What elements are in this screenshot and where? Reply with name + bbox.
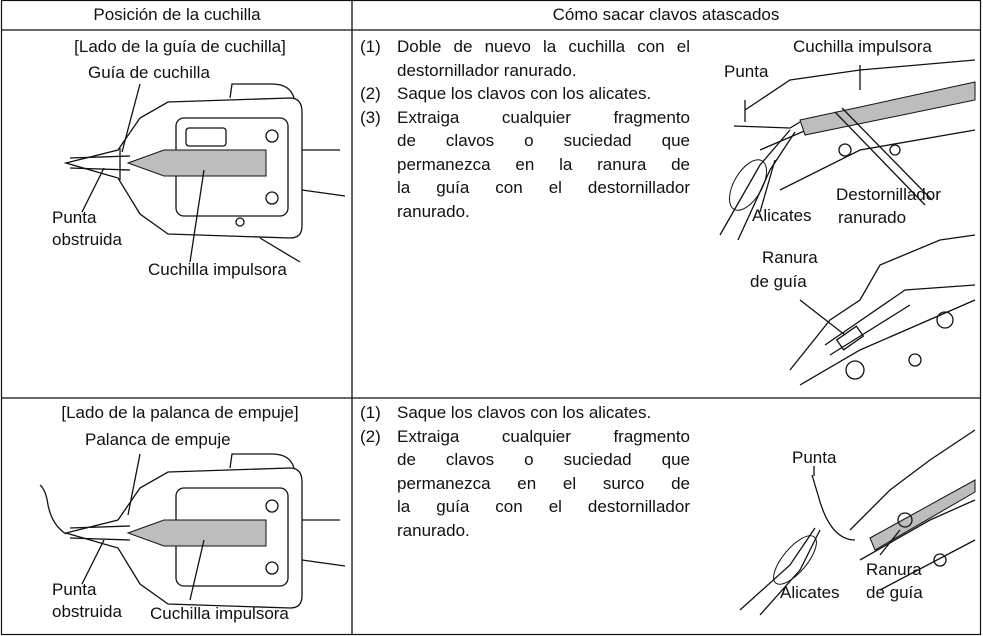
label: Cuchilla impulsora xyxy=(150,604,289,623)
step-text: la guía con el destornillador xyxy=(397,497,690,516)
label: Punta xyxy=(52,208,97,227)
step-text: de clavos o suciedad que xyxy=(397,450,690,469)
label: obstruida xyxy=(52,602,122,621)
step-text: de clavos o suciedad que xyxy=(397,131,690,150)
guide-groove-illustration xyxy=(789,234,976,386)
step-number: (2) xyxy=(360,84,381,103)
step-text: permanezca en la ranura de xyxy=(397,154,690,174)
label: Palanca de empuje xyxy=(85,430,231,449)
nose-illustration xyxy=(63,83,346,263)
label: Guía de cuchilla xyxy=(88,63,210,82)
step-text: Saque los clavos con los alicates. xyxy=(397,403,652,422)
step-text: la guía con el destornillador xyxy=(397,178,690,197)
label: obstruida xyxy=(52,230,122,249)
step-number: (3) xyxy=(360,107,381,127)
step-text: destornillador ranurado. xyxy=(397,60,577,80)
step-text: Doble de nuevo la cuchilla con el xyxy=(397,37,690,56)
label: de guía xyxy=(866,583,923,602)
step-text: permanezca en el surco de xyxy=(397,473,690,493)
step-text: Extraiga cualquier fragmento xyxy=(397,107,690,127)
label: Alicates xyxy=(752,206,812,225)
pliers-illustration-2 xyxy=(739,429,976,616)
label: de guía xyxy=(750,272,807,291)
label: Punta xyxy=(52,580,97,599)
label: Cuchilla impulsora xyxy=(793,37,932,56)
column-header: Cómo sacar clavos atascados xyxy=(552,5,780,24)
label: ranurado xyxy=(838,208,907,227)
pliers-screwdriver-illustration xyxy=(719,59,976,241)
label: Ranura xyxy=(866,560,922,579)
label: Cuchilla impulsora xyxy=(148,260,287,279)
label: Ranura xyxy=(762,248,818,267)
label: Punta xyxy=(792,448,837,467)
step-text: Extraiga cualquier fragmento xyxy=(397,426,690,446)
nose-illustration-2 xyxy=(39,453,346,609)
step-number: (2) xyxy=(360,426,381,446)
position-heading: [Lado de la palanca de empuje] xyxy=(61,403,299,422)
label: Destornillador xyxy=(836,185,941,204)
step-text: ranurado. xyxy=(397,520,470,540)
label: Punta xyxy=(724,62,769,81)
step-text: ranurado. xyxy=(397,201,470,221)
position-heading: [Lado de la guía de cuchilla] xyxy=(74,37,286,56)
step-number: (1) xyxy=(360,403,381,422)
step-number: (1) xyxy=(360,37,381,56)
column-header: Posición de la cuchilla xyxy=(93,5,261,24)
label: Alicates xyxy=(780,583,840,602)
step-text: Saque los clavos con los alicates. xyxy=(397,84,652,103)
